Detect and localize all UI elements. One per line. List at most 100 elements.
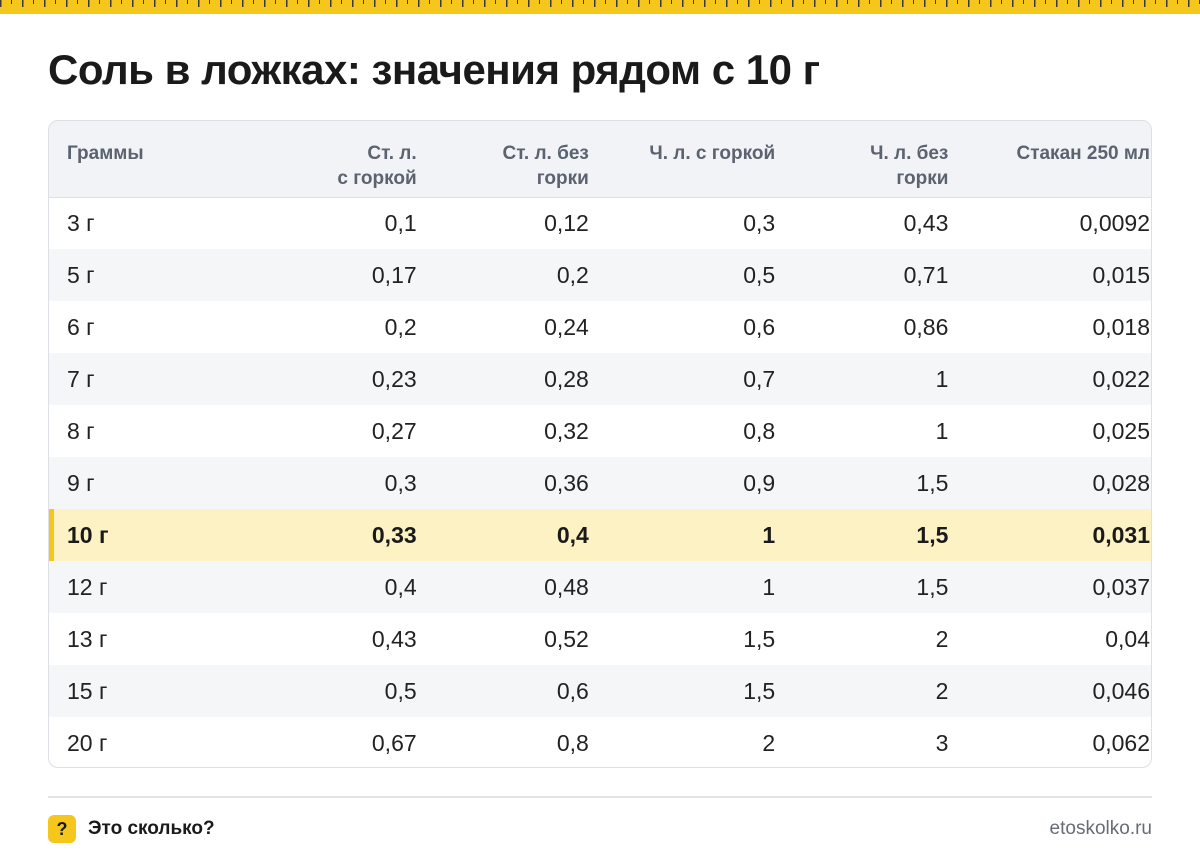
value-cell: 0,022 bbox=[1092, 365, 1150, 392]
value-cell: 0,32 bbox=[544, 417, 589, 444]
page-title: Соль в ложках: значения рядом с 10 г bbox=[48, 46, 820, 93]
brand-name: Это сколько? bbox=[88, 818, 215, 839]
grams-cell: 12 г bbox=[67, 573, 108, 600]
value-cell: 0,4 bbox=[384, 573, 417, 600]
value-cell: 0,6 bbox=[743, 313, 776, 340]
grams-cell: 6 г bbox=[67, 313, 95, 340]
grams-cell: 13 г bbox=[67, 625, 108, 652]
table-row: 15 г 0,5 0,6 1,5 2 0,046 bbox=[49, 665, 1151, 717]
column-header: Ч. л. с горкой bbox=[590, 121, 776, 197]
ruler-ticks bbox=[11, 0, 1200, 4]
site-link[interactable]: etoskolko.ru bbox=[1049, 818, 1152, 839]
column-header-line: Стакан 250 мл bbox=[1016, 143, 1150, 164]
value-cell: 0,04 bbox=[1105, 625, 1150, 652]
column-header-line: горки bbox=[896, 168, 949, 189]
value-cell: 0,5 bbox=[743, 261, 776, 288]
column-header-line: Граммы bbox=[67, 143, 144, 164]
column-header-line: Ст. л. bbox=[367, 143, 417, 164]
value-cell: 1,5 bbox=[916, 469, 949, 496]
value-cell: 0,36 bbox=[544, 469, 589, 496]
table-row: 5 г 0,17 0,2 0,5 0,71 0,015 bbox=[49, 249, 1151, 301]
value-cell: 1,5 bbox=[743, 625, 776, 652]
grams-cell: 9 г bbox=[67, 469, 95, 496]
value-cell: 0,17 bbox=[371, 261, 417, 288]
value-cell: 0,4 bbox=[556, 521, 589, 548]
value-cell: 0,43 bbox=[371, 625, 417, 652]
value-cell: 1 bbox=[762, 521, 776, 548]
table-row-highlighted: 10 г 0,33 0,4 1 1,5 0,031 bbox=[49, 509, 1151, 561]
grams-cell: 15 г bbox=[67, 677, 108, 704]
grams-cell: 8 г bbox=[67, 417, 95, 444]
value-cell: 0,23 bbox=[371, 365, 417, 392]
value-cell: 1 bbox=[762, 573, 776, 600]
value-cell: 0,71 bbox=[903, 261, 949, 288]
value-cell: 0,27 bbox=[371, 417, 417, 444]
grams-cell: 10 г bbox=[49, 509, 267, 561]
column-header-line: горки bbox=[536, 168, 589, 189]
question-badge-icon: ? bbox=[48, 815, 76, 843]
grams-cell: 5 г bbox=[67, 261, 95, 288]
value-cell: 0,9 bbox=[743, 469, 776, 496]
value-cell: 2 bbox=[762, 729, 776, 756]
value-cell: 1 bbox=[935, 365, 949, 392]
value-cell: 3 bbox=[935, 729, 949, 756]
column-header: Ст. л. с горкой bbox=[267, 121, 417, 197]
value-cell: 1,5 bbox=[916, 573, 949, 600]
value-cell: 0,2 bbox=[384, 313, 417, 340]
footer-divider bbox=[48, 796, 1152, 798]
value-cell: 2 bbox=[935, 677, 949, 704]
conversion-table-card: Граммы Ст. л. с горкой Ст. л. без горки Ч. л.… bbox=[48, 120, 1152, 768]
value-cell: 0,031 bbox=[1092, 521, 1150, 548]
value-cell: 0,5 bbox=[384, 677, 417, 704]
column-header: Стакан 250 мл bbox=[949, 121, 1151, 197]
value-cell: 0,0092 bbox=[1079, 209, 1150, 236]
column-header: Ч. л. без горки bbox=[776, 121, 949, 197]
table-row: 20 г 0,67 0,8 2 3 0,062 bbox=[49, 717, 1151, 767]
value-cell: 0,028 bbox=[1092, 469, 1150, 496]
value-cell: 0,67 bbox=[371, 729, 417, 756]
value-cell: 0,8 bbox=[556, 729, 589, 756]
value-cell: 0,018 bbox=[1092, 313, 1150, 340]
column-header-line: Ч. л. с горкой bbox=[649, 143, 776, 164]
value-cell: 0,046 bbox=[1092, 677, 1150, 704]
table-header: Граммы Ст. л. с горкой Ст. л. без горки Ч. л.… bbox=[49, 121, 1151, 197]
value-cell: 1 bbox=[935, 417, 949, 444]
conversion-table: Граммы Ст. л. с горкой Ст. л. без горки Ч. л.… bbox=[49, 121, 1151, 767]
value-cell: 0,3 bbox=[743, 209, 776, 236]
column-header-line: Ст. л. без bbox=[502, 143, 589, 164]
table-row: 8 г 0,27 0,32 0,8 1 0,025 bbox=[49, 405, 1151, 457]
value-cell: 0,015 bbox=[1092, 261, 1150, 288]
value-cell: 0,52 bbox=[544, 625, 589, 652]
value-cell: 1,5 bbox=[916, 521, 949, 548]
table-row: 13 г 0,43 0,52 1,5 2 0,04 bbox=[49, 613, 1151, 665]
value-cell: 0,12 bbox=[544, 209, 589, 236]
table-body: 3 г 0,1 0,12 0,3 0,43 0,0092 5 г 0,17 0,2 0,5 0,71… bbox=[49, 197, 1151, 767]
grams-cell: 20 г bbox=[67, 729, 108, 756]
value-cell: 0,24 bbox=[544, 313, 589, 340]
value-cell: 0,025 bbox=[1092, 417, 1150, 444]
table-row: 9 г 0,3 0,36 0,9 1,5 0,028 bbox=[49, 457, 1151, 509]
value-cell: 0,33 bbox=[371, 521, 417, 548]
value-cell: 0,1 bbox=[384, 209, 417, 236]
table-row: 12 г 0,4 0,48 1 1,5 0,037 bbox=[49, 561, 1151, 613]
value-cell: 0,037 bbox=[1092, 573, 1150, 600]
value-cell: 0,3 bbox=[384, 469, 417, 496]
value-cell: 0,8 bbox=[743, 417, 776, 444]
value-cell: 0,6 bbox=[556, 677, 589, 704]
grams-cell: 3 г bbox=[67, 209, 95, 236]
value-cell: 0,062 bbox=[1092, 729, 1150, 756]
value-cell: 0,48 bbox=[544, 573, 589, 600]
column-header-line: Ч. л. без bbox=[870, 143, 949, 164]
column-header: Граммы bbox=[49, 121, 267, 197]
table-header-row: Граммы Ст. л. с горкой Ст. л. без горки Ч. л.… bbox=[49, 121, 1151, 197]
value-cell: 0,86 bbox=[903, 313, 949, 340]
value-cell: 0,7 bbox=[743, 365, 776, 392]
column-header: Ст. л. без горки bbox=[417, 121, 590, 197]
column-header-line: с горкой bbox=[337, 168, 417, 189]
table-row: 6 г 0,2 0,24 0,6 0,86 0,018 bbox=[49, 301, 1151, 353]
value-cell: 1,5 bbox=[743, 677, 776, 704]
value-cell: 0,28 bbox=[544, 365, 589, 392]
table-row: 3 г 0,1 0,12 0,3 0,43 0,0092 bbox=[49, 197, 1151, 249]
ruler-decoration bbox=[0, 0, 1200, 14]
value-cell: 0,43 bbox=[903, 209, 949, 236]
